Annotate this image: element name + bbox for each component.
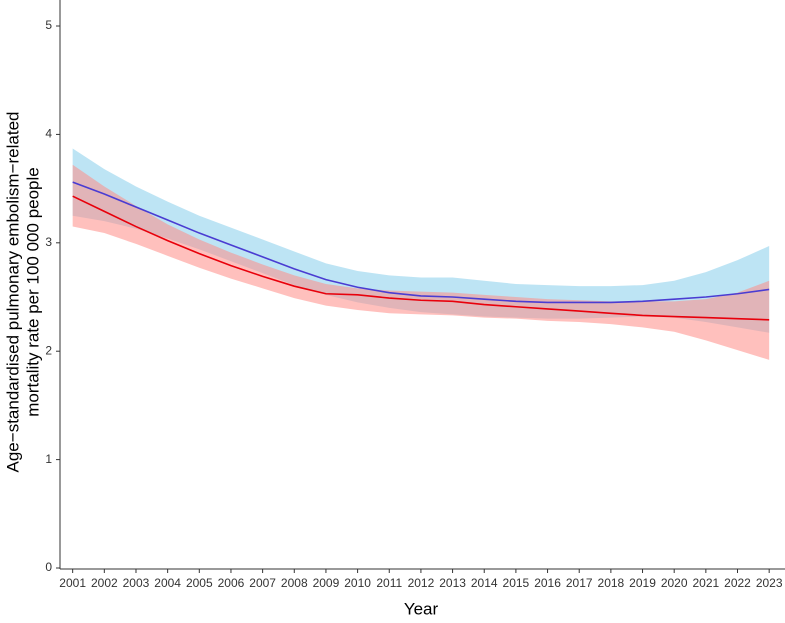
x-tick-label: 2012	[408, 576, 435, 590]
y-tick-label: 2	[45, 343, 52, 357]
x-tick-label: 2011	[376, 576, 402, 590]
trend-line	[72, 195, 770, 321]
y-tick-label: 4	[45, 127, 52, 141]
x-tick-label: 2008	[281, 576, 308, 590]
x-tick-label: 2009	[313, 576, 340, 590]
x-tick-label: 2004	[154, 576, 181, 590]
x-tick-label: 2019	[629, 576, 656, 590]
x-tick-label: 2001	[59, 576, 86, 590]
x-tick-label: 2023	[756, 576, 783, 590]
x-tick-label: 2018	[598, 576, 625, 590]
x-tick-label: 2022	[724, 576, 751, 590]
y-tick-label: 1	[45, 452, 52, 466]
x-tick-label: 2017	[566, 576, 593, 590]
confidence-band	[72, 148, 770, 333]
y-tick-label: 5	[45, 18, 52, 32]
confidence-band	[72, 164, 770, 360]
x-tick-label: 2020	[661, 576, 688, 590]
x-tick-label: 2010	[344, 576, 371, 590]
x-tick-label: 2005	[186, 576, 213, 590]
trend-line	[72, 181, 770, 304]
x-tick-label: 2002	[91, 576, 118, 590]
x-tick-label: 2021	[692, 576, 719, 590]
x-axis-title: Year	[404, 599, 439, 618]
y-tick-label: 0	[45, 560, 52, 574]
x-tick-label: 2014	[471, 576, 498, 590]
x-tick-label: 2015	[503, 576, 530, 590]
x-tick-label: 2003	[123, 576, 150, 590]
y-axis-title: mortality rate per 100 000 people	[23, 167, 42, 417]
y-tick-label: 3	[45, 235, 52, 249]
y-axis-title: Age−standardised pulmonary embolism−rela…	[3, 112, 22, 473]
x-tick-label: 2013	[439, 576, 466, 590]
x-tick-label: 2016	[534, 576, 561, 590]
x-tick-label: 2006	[218, 576, 245, 590]
x-tick-label: 2007	[249, 576, 276, 590]
